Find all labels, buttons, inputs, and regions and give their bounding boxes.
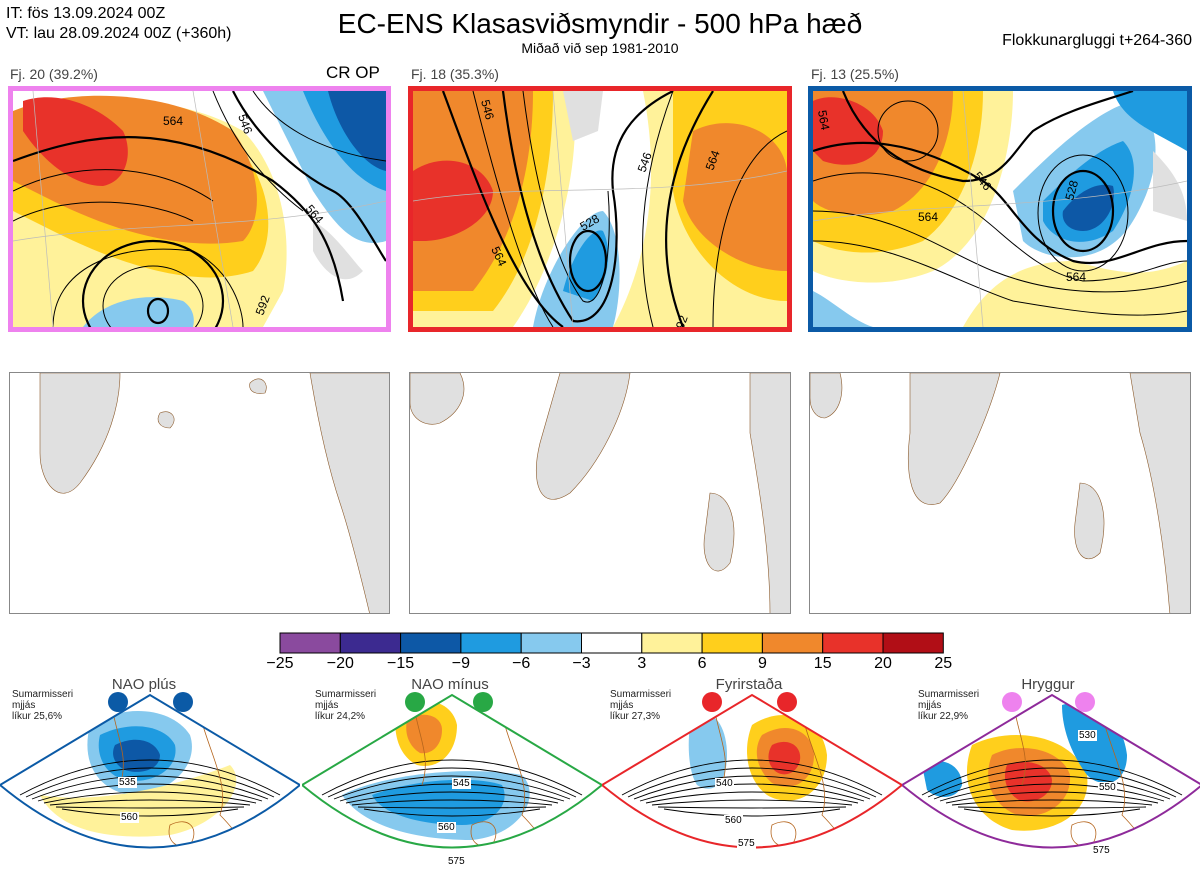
regime-map-2 xyxy=(300,675,604,871)
regime-season-line: Sumarmisseri xyxy=(12,689,74,700)
regime-marker-dot xyxy=(473,692,493,712)
contour-label: 546 xyxy=(635,150,655,174)
cluster-1-label: Fj. 20 (39.2%) xyxy=(10,66,98,82)
contour-label: 564 xyxy=(815,109,832,131)
contour-label: 592 xyxy=(671,313,691,327)
colorbar-tick-label: 15 xyxy=(813,655,832,672)
regime-contour-label: 550 xyxy=(1098,782,1117,793)
regime-sector-map xyxy=(300,693,604,849)
colorbar-tick-label: −3 xyxy=(572,655,591,672)
regime-name: NAO plús xyxy=(111,676,177,693)
regime-season-line: mjjás xyxy=(315,700,339,711)
regime-contour-label: 530 xyxy=(1078,730,1097,741)
colorbar-tick-label: −15 xyxy=(387,655,415,672)
regime-season-info: Sumarmisseri mjjás líkur 25,6% xyxy=(12,689,73,722)
colorbar-tick-label: 25 xyxy=(934,655,953,672)
regime-contour-label: 545 xyxy=(452,778,471,789)
regime-season-line: líkur 25,6% xyxy=(12,711,63,722)
colorbar-swatch xyxy=(460,632,522,654)
page-subtitle: Miðað við sep 1981-2010 xyxy=(521,40,679,56)
regime-contour-label: 560 xyxy=(724,815,743,826)
regime-season-line: líkur 24,2% xyxy=(315,711,366,722)
run-info: IT: fös 13.09.2024 00Z VT: lau 28.09.202… xyxy=(6,4,232,44)
background-map-3 xyxy=(809,372,1191,614)
regime-marker-dot xyxy=(173,692,193,712)
contour-label: 564 xyxy=(703,148,723,172)
regime-sector-map xyxy=(600,693,904,849)
regime-contour-label: 575 xyxy=(1092,845,1111,856)
regime-marker-dot xyxy=(777,692,797,712)
contour-label: 564 xyxy=(163,114,183,128)
colorbar-tick-label: 3 xyxy=(637,655,647,672)
contour-label: 564 xyxy=(918,210,938,224)
cluster-1-members: CR OP xyxy=(326,63,380,82)
colorbar-swatch xyxy=(520,632,582,654)
colorbar xyxy=(279,632,944,659)
regime-season-line: mjjás xyxy=(610,700,634,711)
regime-season-line: Sumarmisseri xyxy=(918,689,980,700)
colorbar-swatch xyxy=(339,632,402,654)
background-map-1 xyxy=(9,372,390,614)
colorbar-swatch xyxy=(581,632,643,654)
contour-label: 564 xyxy=(1066,270,1086,284)
regime-name: Hryggur xyxy=(1021,676,1075,693)
colorbar-tick-label: −6 xyxy=(512,655,531,672)
regime-contour-label: 560 xyxy=(437,822,456,833)
cluster-3-label: Fj. 13 (25.5%) xyxy=(811,66,899,82)
regime-contour-label: 575 xyxy=(737,838,756,849)
contour-label: 546 xyxy=(478,98,497,121)
regime-name: Fyrirstaða xyxy=(715,676,783,693)
regime-season-line: líkur 22,9% xyxy=(918,711,969,722)
contour-label: 592 xyxy=(253,293,273,317)
background-map-2 xyxy=(409,372,791,614)
colorbar-tick-label: −9 xyxy=(451,655,471,672)
regime-name: NAO mínus xyxy=(411,676,489,693)
regime-map-4 xyxy=(900,675,1200,871)
regime-season-line: mjjás xyxy=(918,700,942,711)
regime-season-info: Sumarmisseri mjjás líkur 24,2% xyxy=(315,689,376,722)
regime-contour-label: 540 xyxy=(715,778,734,789)
regime-season-line: mjjás xyxy=(12,700,36,711)
colorbar-swatch xyxy=(279,632,341,654)
cluster-1-map: 564 546 564 592 xyxy=(8,86,391,332)
colorbar-swatch xyxy=(761,632,824,654)
regime-season-line: Sumarmisseri xyxy=(315,689,377,700)
colorbar-swatch xyxy=(400,632,462,654)
colorbar-tick-label: −20 xyxy=(326,655,354,672)
regime-contour-label: 575 xyxy=(447,856,466,867)
colorbar-swatches xyxy=(279,632,944,654)
issue-time: IT: fös 13.09.2024 00Z xyxy=(6,5,166,22)
cluster-2-map: 546 564 528 546 564 592 xyxy=(408,86,792,332)
cluster-2-label: Fj. 18 (35.3%) xyxy=(411,66,499,82)
page-title: EC-ENS Klasasviðsmyndir - 500 hPa hæð xyxy=(337,8,863,39)
regime-marker-dot xyxy=(1002,692,1022,712)
valid-time: VT: lau 28.09.2024 00Z (+360h) xyxy=(6,25,232,42)
regime-sector-map xyxy=(0,693,302,849)
regime-map-3 xyxy=(600,675,904,871)
cluster-3-map: 564 546 564 528 564 xyxy=(808,86,1192,332)
regime-contour-label: 560 xyxy=(120,812,139,823)
regime-marker-dot xyxy=(702,692,722,712)
colorbar-swatch xyxy=(641,632,703,654)
regime-season-info: Sumarmisseri mjjás líkur 27,3% xyxy=(610,689,671,722)
colorbar-swatch xyxy=(822,632,884,654)
colorbar-tick-label: 9 xyxy=(757,655,767,672)
classification-window: Flokkunargluggi t+264-360 xyxy=(1002,32,1192,49)
regime-marker-dot xyxy=(405,692,425,712)
colorbar-swatch xyxy=(701,632,763,654)
regime-season-line: Sumarmisseri xyxy=(610,689,672,700)
regime-map-1 xyxy=(0,675,302,871)
colorbar-tick-label: 6 xyxy=(697,655,707,672)
contour-label: 546 xyxy=(235,112,255,136)
regime-season-line: líkur 27,3% xyxy=(610,711,661,722)
regime-marker-dot xyxy=(1075,692,1095,712)
colorbar-swatch xyxy=(882,632,944,654)
colorbar-tick-label: −25 xyxy=(266,655,294,672)
colorbar-tick-label: 20 xyxy=(874,655,892,672)
contour-label: 528 xyxy=(1062,178,1081,201)
regime-season-info: Sumarmisseri mjjás líkur 22,9% xyxy=(918,689,979,722)
regime-contour-label: 535 xyxy=(118,777,137,788)
regime-marker-dot xyxy=(108,692,128,712)
regime-sector-map xyxy=(900,693,1200,849)
